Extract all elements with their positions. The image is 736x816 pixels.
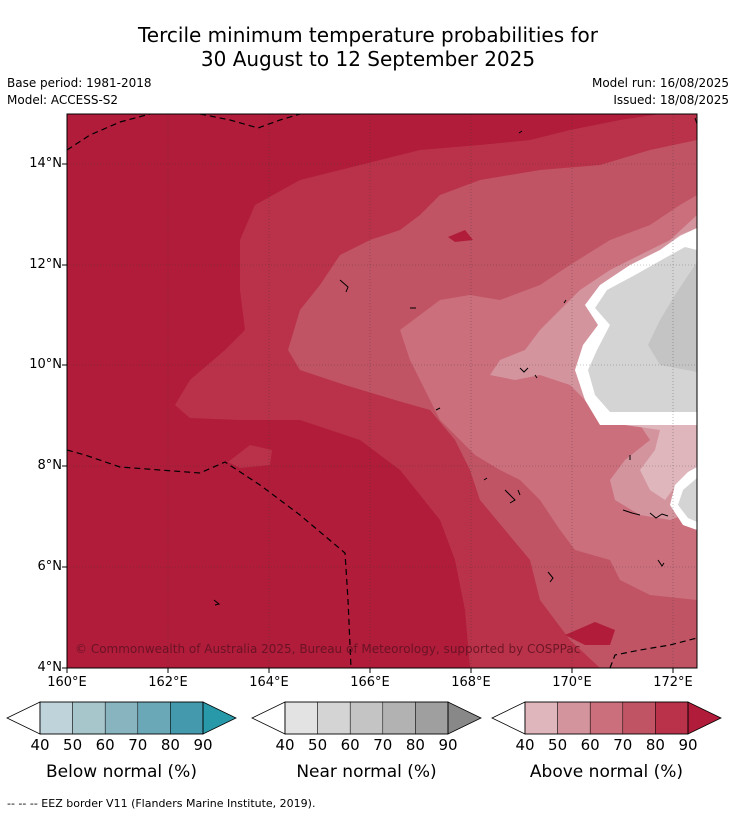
colorbar-above-segment: [557, 701, 591, 735]
colorbar-near-segment: [284, 701, 318, 735]
near-normal-50-b: [678, 478, 697, 522]
colorbar-near-low-triangle: [251, 701, 286, 735]
colorbar-above-tick: 50: [548, 736, 568, 754]
colorbar-below-segment: [137, 701, 171, 735]
colorbar-near-outline: [284, 701, 449, 735]
colorbar-near-tick: 80: [405, 736, 425, 754]
map-title-line2: 30 August to 12 September 2025: [200, 47, 536, 71]
lon-tick-170e: 170°E: [552, 675, 592, 690]
lat-tick-12n: 12°N: [29, 257, 62, 272]
near-normal-50: [588, 247, 697, 412]
colorbar-below-label: Below normal (%): [46, 762, 197, 782]
colorbar-below-segment: [39, 701, 73, 735]
eez-borders: [67, 114, 697, 668]
lat-tick-8n: 8°N: [37, 458, 63, 473]
colorbar-below-tick: 70: [128, 736, 148, 754]
colorbar-below-segment: [170, 701, 204, 735]
colorbar-above-tick: 70: [613, 736, 633, 754]
colorbar-near-tick: 40: [275, 736, 295, 754]
colorbar-above-segment: [589, 701, 624, 735]
colorbar-above-segment: [622, 701, 656, 735]
colorbar-above-outline: [524, 701, 689, 735]
axis-ticks: [62, 163, 674, 673]
issued-date: Issued: 18/08/2025: [613, 93, 729, 107]
lon-tick-166e: 166°E: [350, 675, 390, 690]
near-normal-60: [648, 262, 697, 372]
lon-tick-164e: 164°E: [249, 675, 289, 690]
colorbar-below-tick: 80: [160, 736, 180, 754]
colorbar-above-tick: 80: [645, 736, 665, 754]
colorbar-above-segment: [524, 701, 558, 735]
lat-tick-10n: 10°N: [29, 357, 62, 372]
lon-tick-168e: 168°E: [451, 675, 491, 690]
map-title-line1: Tercile minimum temperature probabilitie…: [137, 23, 599, 47]
colorbar-above-high-triangle: [687, 701, 722, 735]
colorbar-below-segment: [72, 701, 106, 735]
eez-footnote: -- -- -- EEZ border V11 (Flanders Marine…: [7, 797, 316, 810]
colorbar-above-tick: 90: [678, 736, 698, 754]
colorbar-below-tick: 50: [63, 736, 83, 754]
colorbar-near-tick: 50: [308, 736, 328, 754]
lat-tick-4n: 4°N: [37, 660, 63, 675]
colorbar-above-low-triangle: [491, 701, 526, 735]
colorbar-near-label: Near normal (%): [296, 762, 437, 782]
colorbar-above-label: Above normal (%): [529, 762, 684, 782]
colorbar-near-high-triangle: [447, 701, 482, 735]
base-period: Base period: 1981-2018: [7, 76, 152, 90]
copyright-text: © Commonwealth of Australia 2025, Bureau…: [75, 642, 580, 656]
colorbar-near-segment: [415, 701, 449, 735]
contour-patch-b: [448, 230, 473, 242]
colorbar-above-segment: [655, 701, 689, 735]
lon-tick-172e: 172°E: [653, 675, 693, 690]
colorbar-near-tick: 70: [373, 736, 393, 754]
colorbars: [6, 701, 722, 735]
colorbar-below-tick: 40: [30, 736, 50, 754]
probability-contours: [67, 114, 697, 668]
lat-tick-14n: 14°N: [29, 156, 62, 171]
colorbar-below-outline: [39, 701, 204, 735]
colorbar-below-segment: [104, 701, 139, 735]
colorbar-near-segment: [349, 701, 384, 735]
colorbar-below-low-triangle: [6, 701, 41, 735]
lat-tick-6n: 6°N: [37, 559, 63, 574]
lon-tick-162e: 162°E: [148, 675, 188, 690]
contour-above-80-b: [228, 445, 272, 468]
lon-tick-160e: 160°E: [47, 675, 87, 690]
colorbar-near-tick: 90: [438, 736, 458, 754]
graticule: [67, 114, 697, 668]
colorbar-above-tick: 60: [580, 736, 600, 754]
colorbar-below-high-triangle: [202, 701, 237, 735]
colorbar-above-tick: 40: [515, 736, 535, 754]
colorbar-below-tick: 90: [193, 736, 213, 754]
colorbar-below-tick: 60: [95, 736, 115, 754]
colorbar-near-tick: 60: [340, 736, 360, 754]
model-run: Model run: 16/08/2025: [591, 76, 729, 90]
model-name: Model: ACCESS-S2: [7, 93, 119, 107]
contour-patch: [565, 622, 615, 645]
map-frame: [66, 113, 698, 669]
colorbar-near-segment: [382, 701, 416, 735]
colorbar-near-segment: [317, 701, 351, 735]
islands: [213, 117, 698, 606]
